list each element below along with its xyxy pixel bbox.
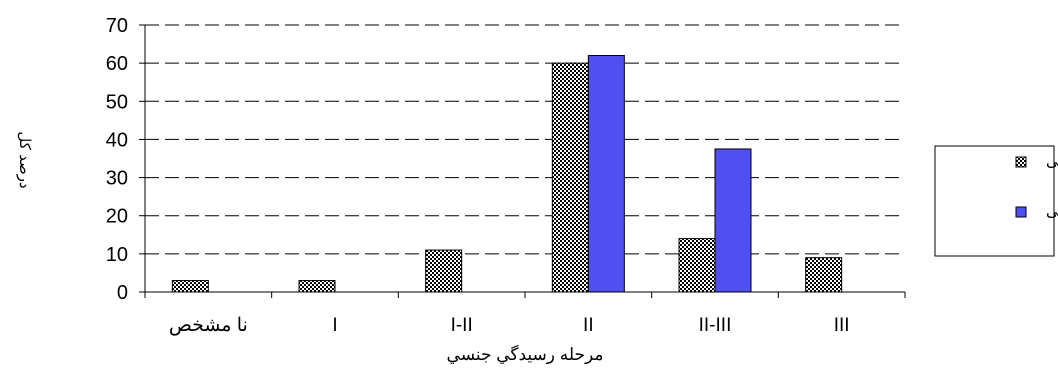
bar-series-1-cat-3	[551, 62, 589, 293]
legend-label-series-1: چهار سالگی	[1046, 152, 1058, 170]
x-tick-label-0: نا مشخص	[169, 315, 248, 336]
legend: چهار سالگی پنج سالگی	[934, 145, 1058, 257]
y-tick-label-10: 10	[106, 244, 128, 266]
bar-series-1-cat-1	[298, 280, 336, 293]
grid-lines	[145, 24, 905, 255]
x-tick-label-2: I-II	[451, 315, 473, 336]
y-tick-label-40: 40	[106, 129, 128, 151]
x-tick-label-5: III	[834, 315, 850, 336]
bars	[171, 55, 843, 293]
y-tick-label-50: 50	[106, 91, 128, 113]
bar-series-2-cat-4	[714, 148, 752, 293]
y-tick-label-0: 0	[117, 282, 128, 304]
bar-series-2-cat-3	[587, 55, 625, 293]
bar-series-1-cat-0	[171, 280, 209, 293]
bar-series-1-cat-5	[805, 257, 843, 293]
x-axis-title: مرحله رسيدگي جنسي	[447, 344, 604, 365]
y-tick-label-20: 20	[106, 206, 128, 228]
y-tick-label-60: 60	[106, 53, 128, 75]
x-tick-label-3: II	[583, 315, 594, 336]
legend-swatch-series-1	[1015, 156, 1027, 168]
axes	[139, 24, 906, 298]
legend-label-series-2: پنج سالگی	[1046, 202, 1058, 220]
y-tick-label-70: 70	[106, 15, 128, 37]
y-axis-title: درصد کل	[16, 131, 33, 188]
bar-series-1-cat-4	[678, 238, 716, 293]
bar-series-1-cat-2	[425, 249, 463, 293]
y-tick-label-30: 30	[106, 168, 128, 190]
legend-swatch-series-2	[1015, 206, 1027, 218]
legend-box	[934, 145, 1055, 257]
x-tick-label-1: I	[332, 315, 337, 336]
x-tick-label-4: II-III	[699, 315, 732, 336]
